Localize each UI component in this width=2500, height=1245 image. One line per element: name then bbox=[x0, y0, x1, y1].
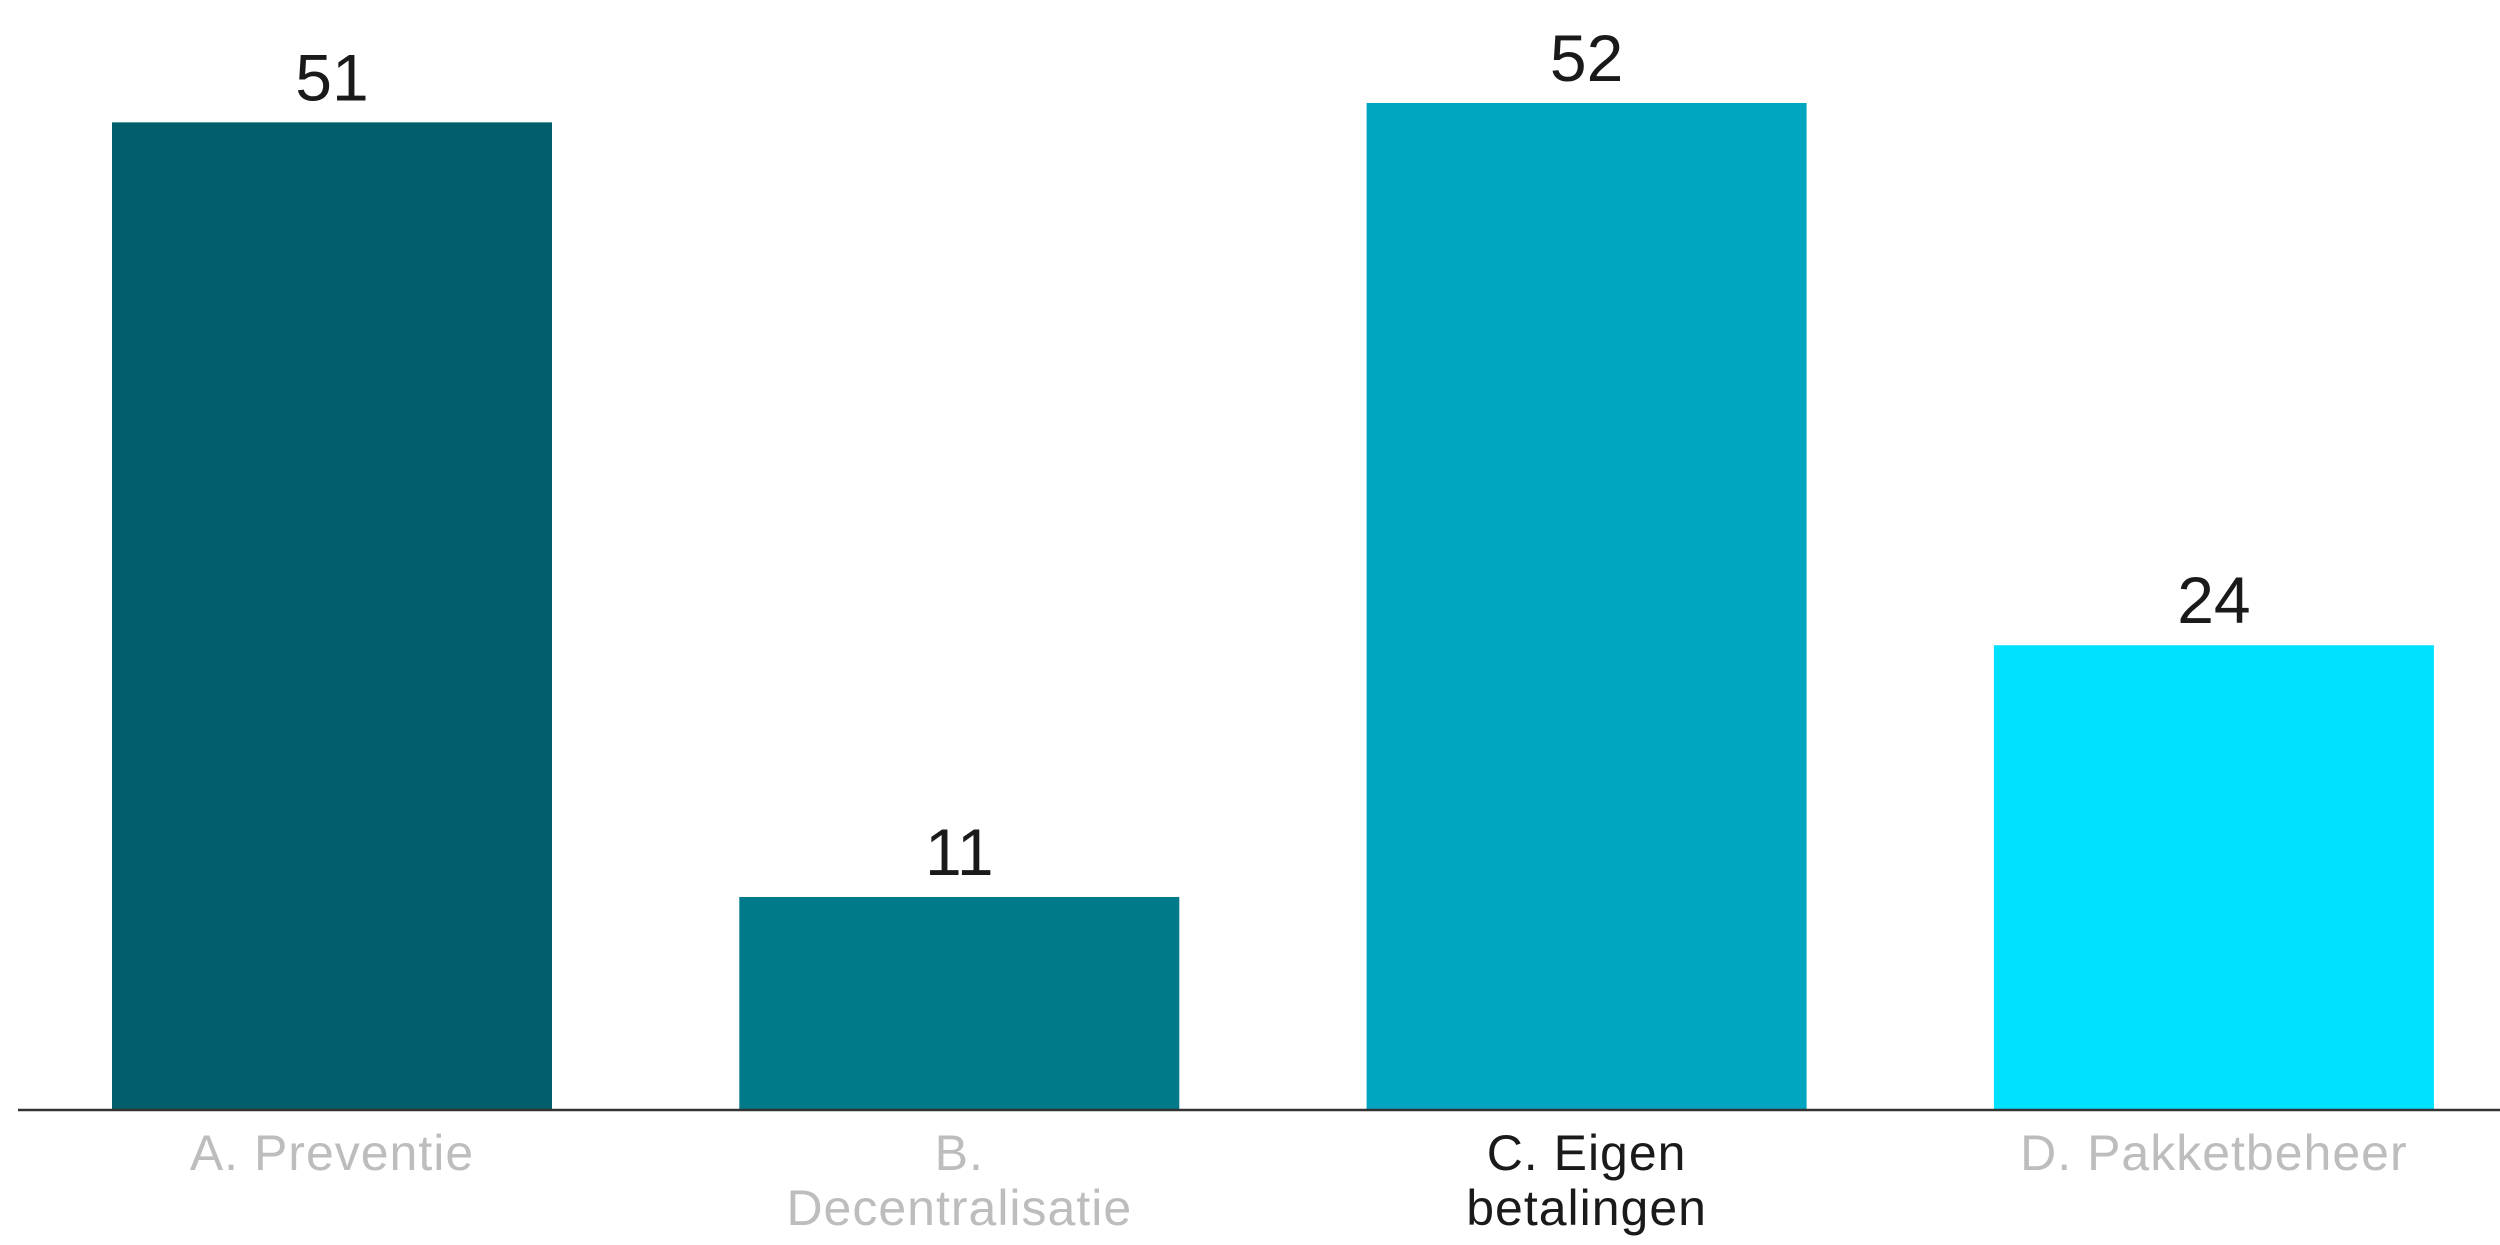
value-label-2: 11 bbox=[925, 815, 994, 889]
value-label-3: 52 bbox=[1550, 21, 1623, 95]
value-labels-group: 51 11 52 24 bbox=[295, 21, 2250, 889]
bar-3 bbox=[1366, 103, 1807, 1110]
category-labels-group: A. Preventie B.Decentralisatie C. Eigenbet… bbox=[190, 1125, 2407, 1236]
category-label-2-line-1: B. bbox=[935, 1125, 984, 1181]
bar-4 bbox=[1993, 645, 2434, 1110]
category-label-1: A. Preventie bbox=[190, 1125, 474, 1181]
category-label-3-line-1: C. Eigen bbox=[1487, 1125, 1687, 1181]
bar-2 bbox=[739, 896, 1180, 1110]
bar-1 bbox=[112, 122, 552, 1111]
category-label-3-line-2: betalingen bbox=[1466, 1180, 1707, 1236]
value-label-4: 24 bbox=[2177, 563, 2250, 637]
category-label-2-line-2: Decentralisatie bbox=[786, 1180, 1132, 1236]
category-label-4: D. Pakketbeheer bbox=[2020, 1125, 2407, 1181]
bars-group bbox=[112, 103, 2434, 1111]
value-label-1: 51 bbox=[295, 40, 368, 114]
